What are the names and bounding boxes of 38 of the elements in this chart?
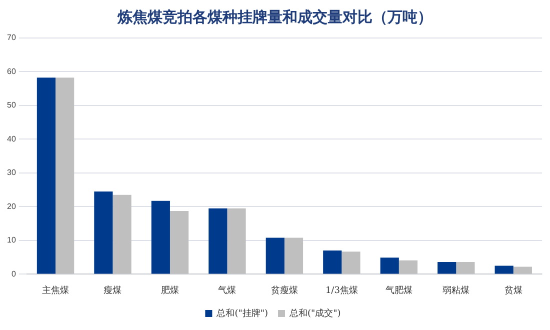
- bar: [36, 78, 56, 274]
- x-tick-label: 瘦煤: [104, 284, 122, 296]
- x-tick-label: 肥煤: [160, 284, 179, 296]
- bar: [151, 200, 170, 274]
- bar: [170, 211, 189, 274]
- bar: [398, 260, 418, 274]
- bar: [56, 78, 74, 274]
- y-tick-label: 30: [6, 168, 16, 178]
- bar: [513, 266, 532, 274]
- x-tick-label: 气煤: [218, 284, 236, 296]
- bar: [266, 238, 284, 274]
- bar: [112, 194, 132, 274]
- legend-label: 总和("成交"): [288, 308, 341, 319]
- x-tick-label: 主焦煤: [42, 284, 70, 296]
- y-tick-label: 0: [11, 269, 16, 278]
- bar: [494, 266, 514, 274]
- y-tick-label: 70: [6, 33, 16, 42]
- legend-label: 总和("挂牌"): [216, 308, 268, 319]
- bar: [323, 250, 342, 274]
- bar: [284, 238, 304, 274]
- chart-title: 炼焦煤竞拍各煤种挂牌量和成交量对比（万吨）: [116, 7, 434, 28]
- x-tick-label: 贫瘦煤: [270, 284, 298, 296]
- bar: [438, 262, 456, 274]
- y-tick-label: 60: [6, 66, 16, 76]
- y-tick-label: 20: [6, 202, 16, 211]
- bar: [456, 262, 475, 274]
- x-tick-label: 弱粘煤: [442, 284, 470, 296]
- bar: [380, 258, 399, 274]
- y-tick-label: 40: [6, 134, 16, 144]
- x-tick-label: 1/3焦煤: [325, 284, 358, 296]
- bar: [227, 208, 246, 274]
- x-tick-label: 气肥煤: [385, 284, 412, 296]
- bar: [208, 208, 228, 274]
- bar: [94, 191, 113, 274]
- y-tick-label: 10: [6, 236, 16, 245]
- x-tick-label: 贫煤: [504, 284, 522, 296]
- bar: [342, 252, 360, 274]
- y-tick-label: 50: [6, 100, 16, 110]
